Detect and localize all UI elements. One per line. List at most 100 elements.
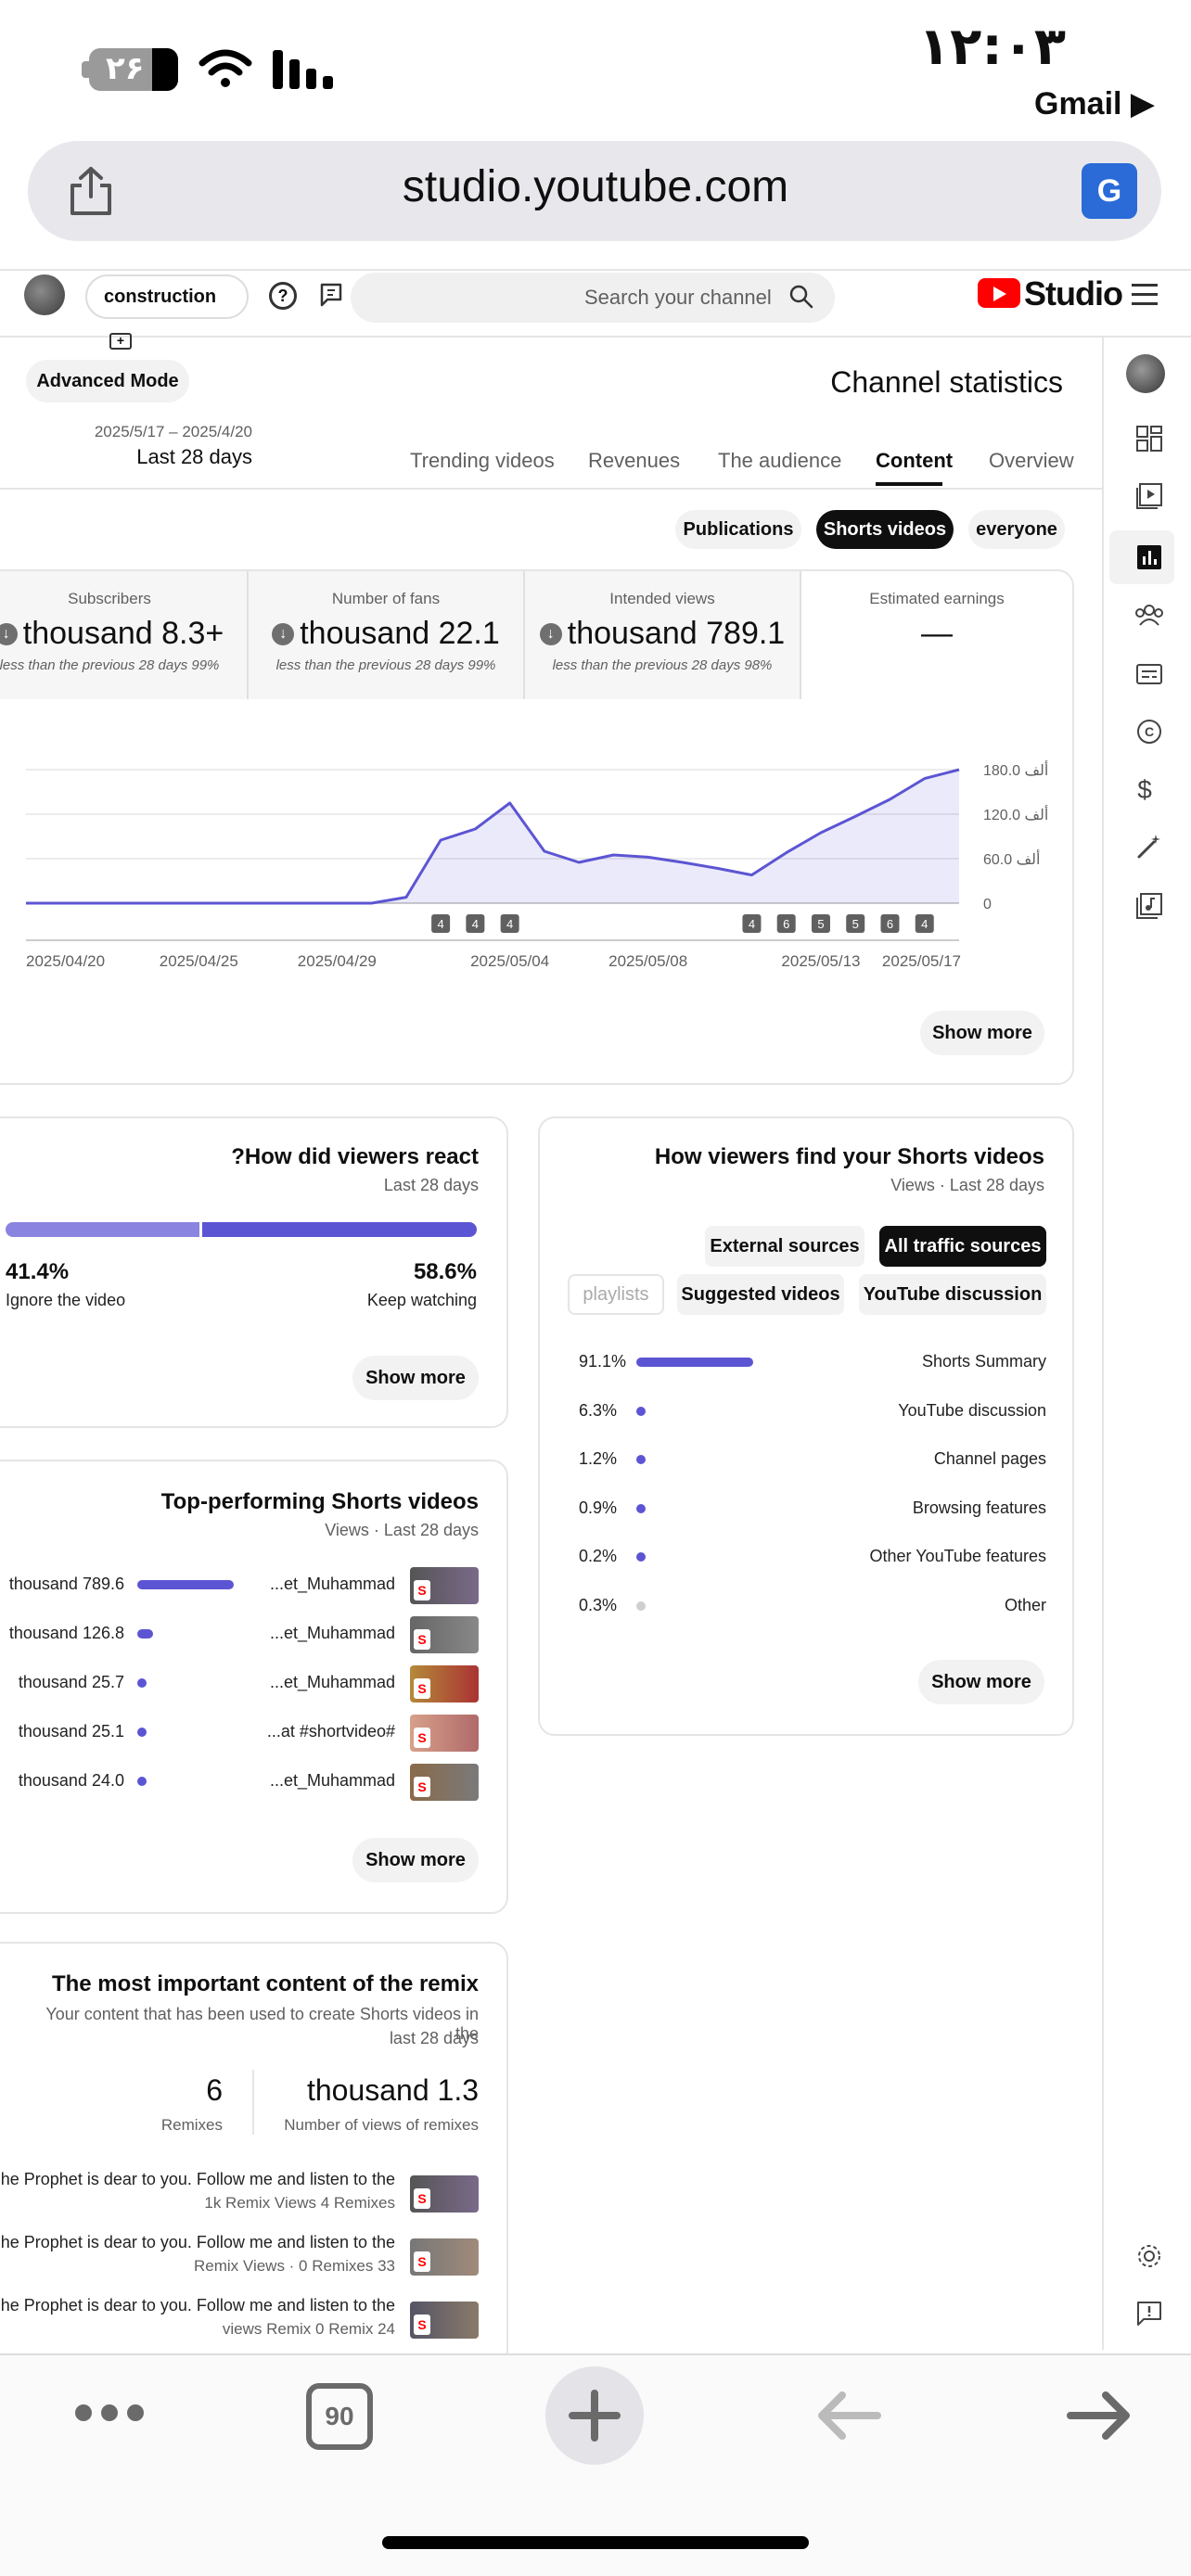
copyright-icon[interactable]: C xyxy=(1135,718,1163,746)
settings-gear-icon[interactable] xyxy=(1135,2242,1163,2270)
shorts-logo-icon: S xyxy=(414,1580,430,1600)
search-icon[interactable] xyxy=(788,284,814,310)
community-icon[interactable] xyxy=(1133,601,1165,629)
shorts-logo-icon: S xyxy=(414,1728,430,1748)
tab-content[interactable]: Content xyxy=(876,449,954,472)
video-thumbnail[interactable]: S xyxy=(410,1567,479,1604)
views-chart[interactable]: 0 60.0 ألف 120.0 ألف 180.0 ألف 4 4 4 4 6 5 5 6 4 2025… xyxy=(0,733,1102,983)
video-thumbnail[interactable]: S xyxy=(410,1665,479,1702)
traffic-bar xyxy=(636,1600,646,1611)
back-to-gmail-link[interactable]: Gmail ▶ xyxy=(1034,86,1156,121)
chart-y-tick-label: 180.0 ألف xyxy=(983,760,1048,779)
advanced-mode-button[interactable]: Advanced Mode xyxy=(26,360,189,402)
tab-audience[interactable]: The audience xyxy=(718,449,842,472)
status-time: ۱۲:۰۳ xyxy=(918,17,1067,77)
down-arrow-icon: ↓ xyxy=(539,623,562,645)
kpi-earnings[interactable]: Estimated earnings — xyxy=(801,590,1072,652)
share-icon[interactable] xyxy=(65,165,117,217)
translate-icon[interactable]: G xyxy=(1082,163,1137,219)
kpi-subscribers[interactable]: Subscribers ↓ thousand 8.3+ less than the… xyxy=(0,590,247,673)
search-input[interactable] xyxy=(351,273,835,323)
channel-switcher[interactable]: construction + xyxy=(85,274,249,350)
earn-dollar-icon[interactable]: $ xyxy=(1137,775,1152,804)
traffic-source-row[interactable]: 0.3% Other xyxy=(575,1596,1046,1644)
tab-trending-videos[interactable]: Trending videos xyxy=(410,449,555,472)
customization-wand-icon[interactable] xyxy=(1135,833,1163,861)
date-range-label[interactable]: Last 28 days xyxy=(136,445,252,468)
show-more-button[interactable]: Show more xyxy=(918,1660,1044,1704)
chip-suggested-videos[interactable]: Suggested videos xyxy=(677,1274,844,1315)
subtitles-icon[interactable] xyxy=(1135,660,1163,688)
channel-avatar[interactable] xyxy=(1126,354,1165,393)
chip-external-sources[interactable]: External sources xyxy=(705,1226,864,1267)
kpi-divider xyxy=(523,571,525,699)
filter-shorts-videos[interactable]: Shorts videos xyxy=(816,510,954,549)
kpi-label: Intended views xyxy=(609,590,715,607)
remix-views-value: thousand 1.3 xyxy=(306,2073,479,2107)
kpi-comparison: less than the previous 28 days 99% xyxy=(0,657,220,673)
chart-x-tick-label: 2025/05/08 xyxy=(608,952,687,970)
back-arrow-icon[interactable] xyxy=(813,2388,883,2443)
video-thumbnail[interactable]: S xyxy=(410,1616,479,1653)
show-more-button[interactable]: Show more xyxy=(352,1356,479,1400)
top-video-row[interactable]: thousand 24.0 ...et_Muhammad S xyxy=(0,1764,482,1815)
video-thumbnail[interactable]: S xyxy=(410,1764,479,1801)
kpi-views[interactable]: Intended views ↓ thousand 789.1 less than… xyxy=(525,590,800,673)
top-video-row[interactable]: thousand 126.8 ...et_Muhammad S xyxy=(0,1616,482,1667)
chart-x-tick-label: 2025/04/20 xyxy=(26,952,105,970)
kpi-fans[interactable]: Number of fans ↓ thousand 22.1 less than … xyxy=(249,590,523,673)
remix-row[interactable]: ...he Prophet is dear to you. Follow me … xyxy=(0,2233,482,2296)
analytics-icon[interactable] xyxy=(1135,543,1163,571)
chip-youtube-discussion[interactable]: YouTube discussion xyxy=(859,1274,1046,1315)
remix-list: ...he Prophet is dear to you. Follow me … xyxy=(0,2170,482,2359)
chip-playlists[interactable]: playlists xyxy=(568,1274,664,1315)
top-video-bar xyxy=(137,1777,147,1786)
traffic-source-row[interactable]: 6.3% YouTube discussion xyxy=(575,1401,1046,1449)
top-video-views: thousand 789.6 xyxy=(8,1575,124,1593)
help-icon[interactable]: ? xyxy=(269,282,297,310)
show-more-button[interactable]: Show more xyxy=(920,1011,1044,1055)
feedback-icon[interactable] xyxy=(319,282,343,308)
video-thumbnail[interactable]: S xyxy=(410,2302,479,2339)
video-thumbnail[interactable]: S xyxy=(410,1715,479,1752)
tab-overview[interactable]: Overview xyxy=(989,449,1074,472)
address-bar[interactable] xyxy=(28,141,1161,241)
traffic-source-label: Shorts Summary xyxy=(921,1352,1046,1371)
forward-arrow-icon[interactable] xyxy=(1065,2388,1135,2443)
traffic-source-row[interactable]: 0.2% Other YouTube features xyxy=(575,1547,1046,1595)
traffic-source-row[interactable]: 0.9% Browsing features xyxy=(575,1498,1046,1547)
top-video-views: thousand 126.8 xyxy=(8,1624,124,1642)
tabs-count-button[interactable]: 90 xyxy=(306,2383,373,2450)
send-feedback-icon[interactable] xyxy=(1135,2300,1163,2327)
top-video-row[interactable]: thousand 25.7 ...et_Muhammad S xyxy=(0,1665,482,1716)
hamburger-menu-icon[interactable] xyxy=(1132,284,1158,312)
url-text[interactable]: studio.youtube.com xyxy=(402,162,789,211)
traffic-source-row[interactable]: 91.1% Shorts Summary xyxy=(575,1352,1046,1400)
show-more-button[interactable]: Show more xyxy=(352,1838,479,1882)
video-thumbnail[interactable]: S xyxy=(410,2175,479,2213)
traffic-source-row[interactable]: 1.2% Channel pages xyxy=(575,1449,1046,1498)
dashboard-icon[interactable] xyxy=(1135,425,1163,453)
content-icon[interactable] xyxy=(1135,482,1163,510)
filter-everyone[interactable]: everyone xyxy=(968,510,1065,549)
video-thumbnail[interactable]: S xyxy=(410,2238,479,2276)
remix-row[interactable]: ...he Prophet is dear to you. Follow me … xyxy=(0,2296,482,2359)
top-video-row[interactable]: thousand 25.1 ...at #shortvideo# S xyxy=(0,1715,482,1766)
chart-event-marker xyxy=(431,914,451,933)
date-range[interactable]: 2025/5/17 – 2025/4/20 xyxy=(94,423,252,440)
tab-revenues[interactable]: Revenues xyxy=(588,449,681,472)
header-divider xyxy=(0,269,1191,271)
filter-publications[interactable]: Publications xyxy=(675,510,801,549)
remix-title: The most important content of the remix xyxy=(51,1971,479,1996)
chip-all-traffic-sources[interactable]: All traffic sources xyxy=(879,1226,1046,1267)
keep-label: Keep watching xyxy=(366,1291,477,1309)
avatar[interactable] xyxy=(24,274,65,315)
more-options-icon[interactable] xyxy=(74,2402,145,2424)
ignore-segment xyxy=(6,1222,200,1237)
top-video-row[interactable]: thousand 789.6 ...et_Muhammad S xyxy=(0,1567,482,1618)
remix-subtitle: Your content that has been used to creat… xyxy=(45,2005,479,2043)
kpi-value: thousand 22.1 xyxy=(300,616,500,651)
remix-row[interactable]: ...he Prophet is dear to you. Follow me … xyxy=(0,2170,482,2233)
audio-library-icon[interactable] xyxy=(1135,892,1163,920)
reaction-bar xyxy=(6,1222,477,1237)
